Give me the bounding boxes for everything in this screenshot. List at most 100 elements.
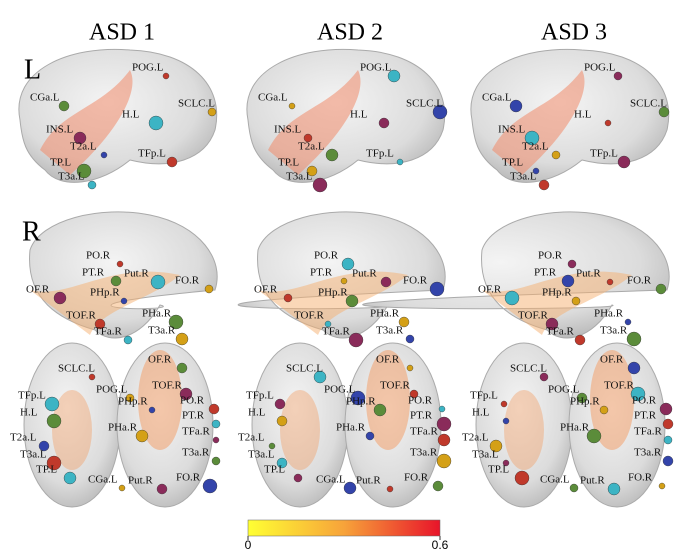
region-label: TFp.L (138, 148, 166, 160)
region-node (552, 151, 560, 159)
colorbar (248, 520, 440, 536)
column-title: ASD 3 (541, 20, 607, 46)
region-label: TOF.R (380, 380, 410, 392)
region-label: FO.R (403, 275, 428, 287)
region-label: PO.R (86, 250, 111, 262)
region-label: T3a.L (20, 449, 47, 461)
region-node (438, 434, 450, 446)
region-label: FO.R (628, 472, 653, 484)
region-node (660, 403, 672, 415)
region-label: OF.R (26, 284, 50, 296)
region-label: Put.R (576, 268, 601, 280)
region-node (659, 483, 665, 489)
region-label: CGa.L (258, 92, 288, 104)
region-label: TOF.R (294, 310, 324, 322)
region-node (284, 294, 292, 302)
region-node (664, 436, 672, 444)
column-title: ASD 1 (89, 20, 155, 46)
region-label: H.L (248, 407, 266, 419)
region-node (344, 482, 356, 494)
region-node (117, 261, 123, 267)
region-label: PT.R (82, 267, 105, 279)
region-label: TP.L (50, 157, 71, 169)
region-node (54, 292, 66, 304)
region-node (151, 275, 165, 289)
region-node (627, 332, 641, 346)
region-label: SCLC.L (510, 363, 547, 375)
activation (504, 390, 544, 470)
region-label: SCLC.L (58, 363, 95, 375)
region-node (503, 418, 509, 424)
region-node (289, 103, 295, 109)
region-label: POG.L (548, 384, 580, 396)
activation (280, 390, 320, 470)
region-node (433, 481, 443, 491)
region-label: TP.L (36, 464, 57, 476)
region-label: PHa.R (108, 422, 138, 434)
region-label: TOF.R (518, 310, 548, 322)
region-node (149, 116, 163, 130)
region-node (294, 474, 302, 482)
region-label: PHa.R (370, 308, 400, 320)
region-node (47, 414, 61, 428)
region-label: FO.R (175, 275, 200, 287)
column-title: ASD 2 (317, 20, 383, 46)
region-label: PHp.R (118, 396, 148, 408)
region-label: INS.L (46, 124, 73, 136)
region-label: PHa.R (336, 422, 366, 434)
region-label: TFp.L (470, 390, 498, 402)
region-node (572, 297, 580, 305)
region-node (346, 295, 358, 307)
region-node (379, 118, 389, 128)
region-label: H.L (472, 407, 490, 419)
region-node (628, 362, 640, 374)
region-node (176, 333, 188, 345)
region-label: Put.R (580, 475, 605, 487)
region-node (605, 120, 611, 126)
region-node (349, 333, 363, 347)
region-node (205, 285, 213, 293)
region-node (121, 298, 127, 304)
region-label: TFa.R (182, 426, 210, 438)
region-node (213, 437, 219, 443)
region-label: Put.R (124, 268, 149, 280)
region-label: OF.R (478, 284, 502, 296)
region-node (64, 472, 76, 484)
region-node (167, 157, 177, 167)
region-node (570, 484, 578, 492)
region-label: H.L (122, 109, 140, 121)
region-node (515, 471, 529, 485)
region-label: T2a.L (70, 141, 97, 153)
region-label: PO.R (632, 395, 657, 407)
region-label: PT.R (182, 410, 205, 422)
region-label: Put.R (352, 268, 377, 280)
region-label: CGa.L (30, 92, 60, 104)
region-node (600, 406, 608, 414)
region-node (119, 485, 125, 491)
region-label: TFp.L (366, 148, 394, 160)
region-node (430, 282, 444, 296)
region-label: PHp.R (318, 287, 348, 299)
region-node (381, 277, 391, 287)
region-label: PT.R (534, 267, 557, 279)
region-label: PT.R (410, 410, 433, 422)
region-label: POG.L (324, 384, 356, 396)
region-label: PO.R (180, 395, 205, 407)
region-node (149, 407, 155, 413)
row-label: R (22, 216, 41, 247)
region-label: INS.L (498, 124, 525, 136)
region-label: T3a.L (58, 171, 85, 183)
region-label: SCLC.L (178, 98, 215, 110)
region-node (45, 397, 59, 411)
region-label: FO.R (404, 472, 429, 484)
region-node (326, 149, 338, 161)
region-label: CGa.L (540, 474, 570, 486)
region-label: TFa.R (546, 326, 574, 338)
region-label: PHp.R (542, 287, 572, 299)
region-label: POG.L (96, 384, 128, 396)
region-label: T3a.L (472, 449, 499, 461)
region-node (341, 278, 347, 284)
region-label: T2a.L (522, 141, 549, 153)
region-node (618, 156, 630, 168)
region-label: TP.L (278, 157, 299, 169)
